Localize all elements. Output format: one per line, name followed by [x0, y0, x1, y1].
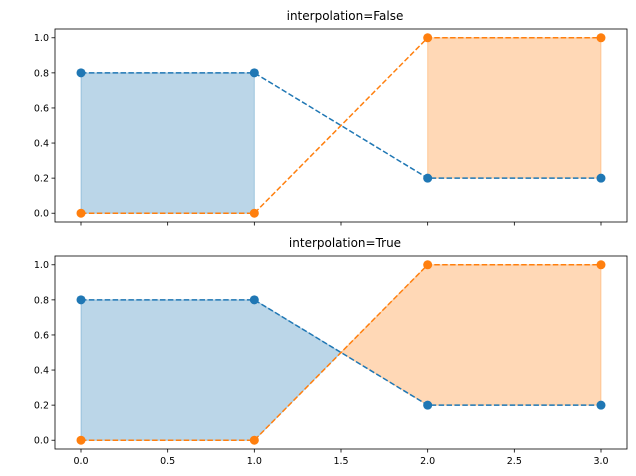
marker-group	[76, 260, 606, 445]
marker-group	[76, 33, 606, 218]
data-point-series-1	[76, 208, 86, 218]
x-tick-label: 2.5	[507, 456, 522, 467]
y-tick-label: 0.6	[34, 330, 49, 341]
data-point-series-1	[76, 435, 86, 445]
x-tick-label: 1.5	[333, 456, 348, 467]
fill-area-series-0	[80, 72, 255, 214]
y-tick-label: 0.0	[34, 436, 49, 447]
x-tick-label: 3.0	[593, 456, 608, 467]
y-tick-label: 0.0	[34, 209, 49, 220]
x-axis-ticks: 0.0 0.5 1.0 1.5 2.0 2.5 3.0	[73, 449, 609, 467]
series-line-1	[81, 264, 601, 441]
y-axis-ticks: 0.0 0.2 0.4 0.6 0.8 1.0	[34, 260, 55, 447]
series-line-0	[81, 299, 601, 406]
data-point-series-0	[596, 173, 606, 183]
data-point-series-1	[423, 260, 433, 270]
y-tick-label: 0.6	[34, 103, 49, 114]
data-point-series-0	[249, 295, 259, 305]
x-tick-label: 0.0	[73, 456, 88, 467]
data-point-series-1	[423, 33, 433, 43]
data-point-series-0	[76, 68, 86, 78]
y-tick-label: 0.8	[34, 68, 49, 79]
axes-frame	[54, 255, 628, 450]
subplot-interpolation-false: interpolation=False 0.0 0.2 0.4 0.6 0.8 1.0	[34, 9, 628, 226]
y-tick-label: 0.2	[34, 174, 49, 185]
series-line-0	[81, 72, 601, 179]
data-point-series-0	[423, 400, 433, 410]
data-point-series-0	[596, 400, 606, 410]
fill-area-group	[80, 37, 602, 214]
data-point-series-1	[596, 260, 606, 270]
fill-area-series-1	[427, 37, 602, 179]
y-tick-label: 1.0	[34, 33, 49, 44]
data-point-series-1	[249, 208, 259, 218]
series-line-group	[81, 264, 601, 441]
y-tick-label: 0.4	[34, 365, 49, 376]
series-line-1	[81, 37, 601, 214]
subplot-title: interpolation=False	[287, 9, 404, 23]
y-tick-label: 0.2	[34, 401, 49, 412]
x-tick-label: 1.0	[247, 456, 262, 467]
x-tick-label: 0.5	[160, 456, 175, 467]
data-point-series-0	[423, 173, 433, 183]
fill-area-group	[80, 264, 602, 441]
data-point-series-1	[249, 435, 259, 445]
data-point-series-0	[249, 68, 259, 78]
y-tick-label: 0.8	[34, 295, 49, 306]
x-tick-label: 2.0	[420, 456, 435, 467]
series-line-group	[81, 37, 601, 214]
y-tick-label: 1.0	[34, 260, 49, 271]
data-point-series-0	[76, 295, 86, 305]
y-axis-ticks: 0.0 0.2 0.4 0.6 0.8 1.0	[34, 33, 55, 220]
axes-frame	[54, 28, 628, 223]
y-tick-label: 0.4	[34, 138, 49, 149]
subplot-interpolation-true: interpolation=True 0.0 0.5 1.0 1.5 2.0 2.5 3.0…	[34, 236, 628, 467]
data-point-series-1	[596, 33, 606, 43]
x-axis-ticks	[80, 222, 602, 226]
subplot-title: interpolation=True	[289, 236, 401, 250]
